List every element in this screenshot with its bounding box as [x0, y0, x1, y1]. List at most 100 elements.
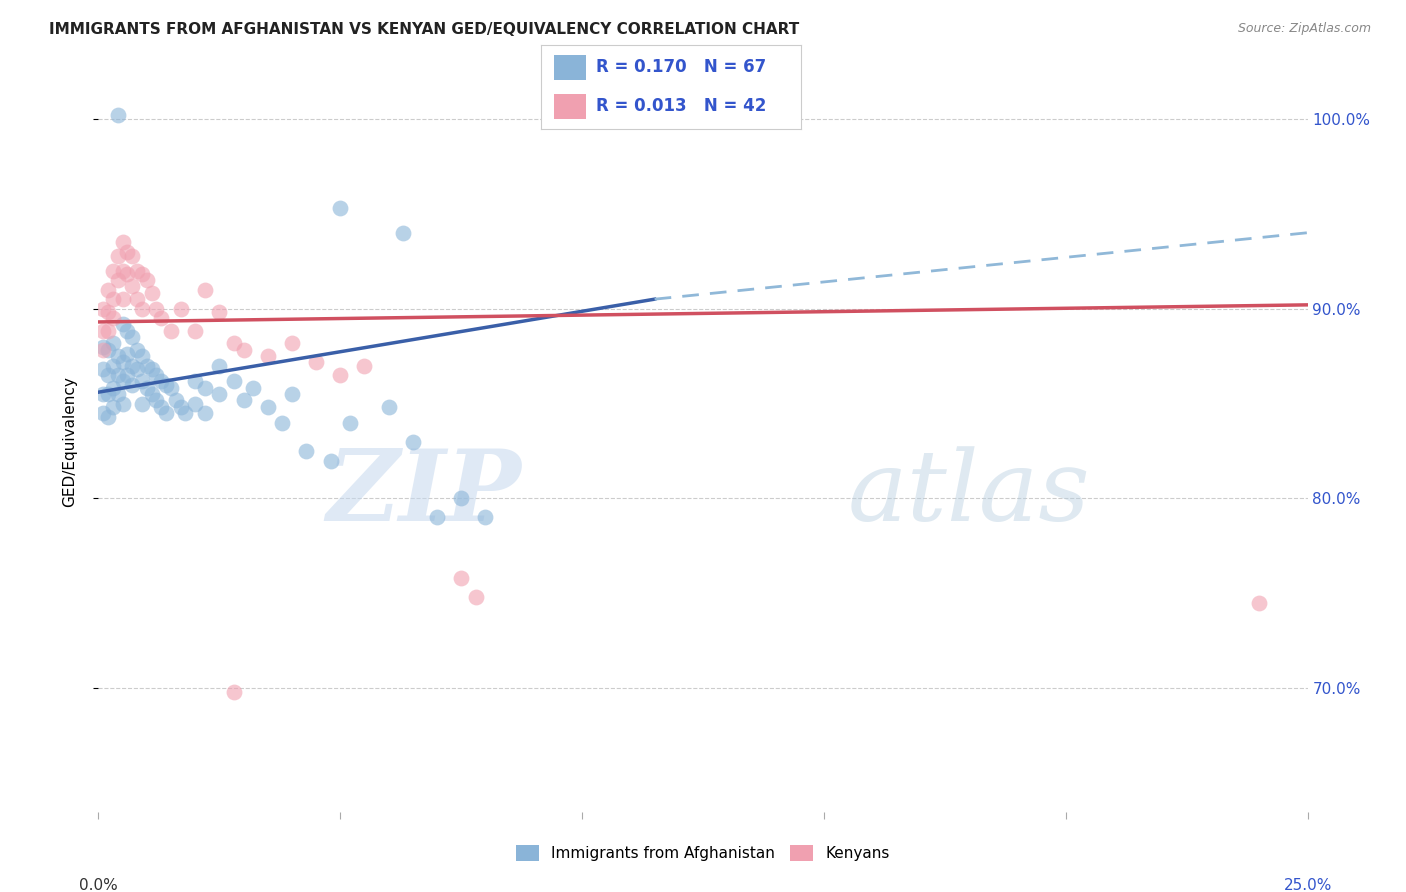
Point: [377, 401, 399, 415]
Point: [131, 268, 153, 282]
Point: [160, 381, 183, 395]
Point: [111, 355, 134, 369]
Point: [160, 325, 183, 339]
Point: [474, 510, 496, 524]
Point: [256, 349, 278, 363]
Point: [319, 453, 342, 467]
Text: R = 0.013   N = 42: R = 0.013 N = 42: [596, 97, 766, 115]
Point: [135, 381, 157, 395]
Point: [117, 244, 139, 259]
Point: [208, 387, 231, 401]
Point: [101, 359, 124, 373]
Point: [111, 292, 134, 306]
Point: [281, 387, 304, 401]
Point: [1249, 596, 1271, 610]
Text: atlas: atlas: [848, 446, 1091, 541]
Point: [271, 416, 294, 430]
Point: [450, 571, 472, 585]
Point: [101, 311, 124, 326]
Point: [127, 343, 149, 358]
Point: [281, 335, 304, 350]
Point: [222, 335, 245, 350]
Point: [329, 368, 352, 383]
Point: [131, 374, 153, 388]
Point: [97, 368, 120, 383]
Point: [91, 387, 114, 401]
Point: [101, 401, 124, 415]
Point: [174, 406, 197, 420]
Point: [222, 374, 245, 388]
Point: [353, 359, 375, 373]
Point: [101, 381, 124, 395]
Point: [135, 273, 157, 287]
Point: [305, 355, 328, 369]
Point: [107, 387, 129, 401]
Point: [150, 374, 173, 388]
Point: [121, 330, 143, 344]
Point: [256, 401, 278, 415]
Point: [402, 434, 425, 449]
Point: [101, 263, 124, 277]
Text: 25.0%: 25.0%: [1284, 878, 1331, 892]
Point: [450, 491, 472, 506]
FancyBboxPatch shape: [554, 54, 585, 80]
Point: [91, 340, 114, 354]
Point: [232, 392, 254, 407]
Point: [97, 305, 120, 319]
Point: [121, 278, 143, 293]
Point: [184, 374, 207, 388]
Point: [135, 359, 157, 373]
Point: [101, 292, 124, 306]
Point: [145, 392, 167, 407]
Point: [232, 343, 254, 358]
Point: [141, 362, 163, 376]
Point: [97, 409, 120, 424]
Point: [127, 362, 149, 376]
Point: [222, 685, 245, 699]
Point: [194, 406, 217, 420]
Point: [194, 381, 217, 395]
Point: [117, 347, 139, 361]
Legend: Immigrants from Afghanistan, Kenyans: Immigrants from Afghanistan, Kenyans: [510, 838, 896, 867]
Point: [426, 510, 449, 524]
Point: [91, 325, 114, 339]
Point: [155, 406, 177, 420]
Point: [141, 286, 163, 301]
Point: [91, 343, 114, 358]
Point: [339, 416, 361, 430]
Point: [150, 401, 173, 415]
Point: [111, 235, 134, 250]
Point: [329, 201, 352, 215]
Point: [121, 359, 143, 373]
Point: [111, 317, 134, 331]
Point: [107, 108, 129, 122]
Point: [107, 349, 129, 363]
Point: [165, 392, 187, 407]
Point: [91, 301, 114, 316]
FancyBboxPatch shape: [554, 94, 585, 120]
Point: [111, 396, 134, 410]
Point: [107, 273, 129, 287]
Point: [121, 377, 143, 392]
Point: [107, 368, 129, 383]
Point: [97, 283, 120, 297]
Point: [117, 325, 139, 339]
Point: [111, 374, 134, 388]
Point: [117, 368, 139, 383]
Point: [107, 248, 129, 262]
Text: R = 0.170   N = 67: R = 0.170 N = 67: [596, 59, 766, 77]
Point: [464, 591, 486, 605]
Point: [155, 377, 177, 392]
Point: [131, 301, 153, 316]
Point: [127, 263, 149, 277]
Text: ZIP: ZIP: [326, 445, 522, 541]
Point: [295, 444, 318, 458]
Y-axis label: GED/Equivalency: GED/Equivalency: [63, 376, 77, 507]
Point: [392, 226, 415, 240]
Point: [101, 335, 124, 350]
Text: Source: ZipAtlas.com: Source: ZipAtlas.com: [1237, 22, 1371, 36]
Point: [117, 268, 139, 282]
Point: [169, 401, 191, 415]
Point: [111, 263, 134, 277]
Text: IMMIGRANTS FROM AFGHANISTAN VS KENYAN GED/EQUIVALENCY CORRELATION CHART: IMMIGRANTS FROM AFGHANISTAN VS KENYAN GE…: [49, 22, 800, 37]
